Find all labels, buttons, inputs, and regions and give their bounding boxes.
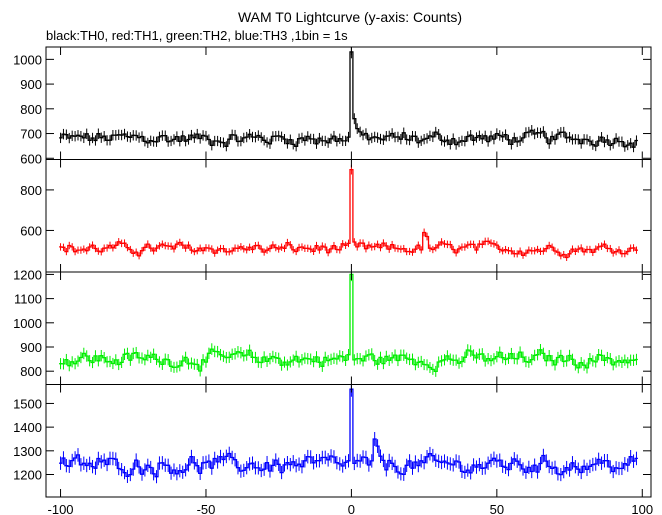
x-tick-label: 100 <box>631 502 653 515</box>
y-tick-label: 1200 <box>13 468 42 483</box>
y-tick-label: 800 <box>20 364 42 379</box>
panel-th3: 1200 1300 1400 1500 <box>13 384 652 498</box>
y-tick-label: 600 <box>20 151 42 166</box>
series-line <box>59 51 638 148</box>
panel-frame <box>45 159 652 273</box>
y-tick-label: 1400 <box>13 420 42 435</box>
y-tick-label: 1000 <box>13 316 42 331</box>
chart-subtitle: black:TH0, red:TH1, green:TH2, blue:TH3 … <box>46 28 348 43</box>
x-tick-label: -50 <box>197 502 216 515</box>
panel-frame <box>45 271 652 385</box>
series-line <box>59 273 638 373</box>
x-axis: -100 -50 0 50 100 <box>48 502 654 515</box>
series-line <box>59 388 638 478</box>
panel-frame <box>45 384 652 498</box>
chart-title: WAM T0 Lightcurve (y-axis: Counts) <box>238 9 462 25</box>
panels-group: 600 700 800 900 1000 600 800 800 900 1000 1100 1200… <box>13 46 652 498</box>
x-tick-label: 0 <box>348 502 355 515</box>
panel-th1: 600 800 <box>20 159 652 273</box>
x-tick-label: -100 <box>48 502 74 515</box>
panel-th0: 600 700 800 900 1000 <box>13 46 652 166</box>
panel-th2: 800 900 1000 1100 1200 <box>13 267 652 385</box>
series-th3 <box>59 384 638 484</box>
y-tick-label: 1100 <box>14 292 42 307</box>
y-tick-label: 1500 <box>13 396 42 411</box>
x-tick-label: 50 <box>490 502 504 515</box>
series-line <box>59 168 638 259</box>
series-th0 <box>59 47 638 153</box>
y-tick-label: 900 <box>20 340 42 355</box>
y-tick-label: 1000 <box>13 52 42 67</box>
y-tick-label: 1200 <box>13 267 42 282</box>
panel-frame <box>45 46 652 160</box>
y-tick-label: 600 <box>20 223 42 238</box>
y-tick-label: 800 <box>20 183 42 198</box>
series-th2 <box>59 272 638 377</box>
y-tick-label: 900 <box>20 77 42 92</box>
y-tick-label: 700 <box>20 127 42 142</box>
series-th1 <box>59 164 638 261</box>
y-tick-label: 1300 <box>13 444 42 459</box>
y-tick-label: 800 <box>20 102 42 117</box>
